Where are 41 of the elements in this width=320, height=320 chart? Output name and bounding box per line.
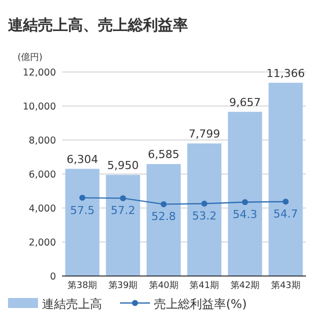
data-label: 6,304 [66,152,98,166]
data-label: 52.8 [151,210,176,224]
bar [187,143,222,276]
x-tick-label: 第42期 [230,280,260,291]
data-label: 54.7 [273,208,298,221]
data-label: 57.5 [70,204,95,217]
y-tick-label: 2,000 [28,238,56,248]
data-label: 53.2 [192,210,217,223]
x-tick-label: 第40期 [148,280,178,291]
x-tick-label: 第38期 [68,280,98,291]
y-tick-label: 0 [50,272,56,282]
point [79,194,86,201]
data-label: 5,950 [107,158,139,172]
point [160,201,167,208]
bar [65,168,100,276]
y-tick-label: 10,000 [22,102,56,112]
bar [268,82,303,276]
x-tick-label: 第41期 [190,280,220,291]
point [242,199,248,206]
y-axis-title: (億円) [17,52,43,63]
bar [228,112,262,276]
y-tick-label: 8,000 [28,136,56,146]
chart-title: 連結売上高、売上総利益率 [7,16,188,34]
legend-label: 連結売上高 [42,297,102,311]
data-label: 9,657 [229,96,261,109]
point [120,195,126,202]
point [201,200,208,207]
data-label: 54.3 [232,208,258,222]
y-tick-label: 6,000 [28,170,56,180]
data-label: 7,799 [188,127,220,140]
x-tick-label: 第43期 [270,280,300,291]
data-label: 57.2 [110,204,136,218]
point [282,198,289,205]
y-tick-label: 12,000 [22,68,56,78]
data-label: 6,585 [148,148,180,162]
bar [106,174,140,276]
bar [146,164,181,276]
legend-label: 売上総利益率(%) [154,297,247,311]
x-tick-label: 第39期 [108,280,138,291]
data-label: 11,366 [266,66,305,80]
y-tick-label: 4,000 [28,204,56,214]
